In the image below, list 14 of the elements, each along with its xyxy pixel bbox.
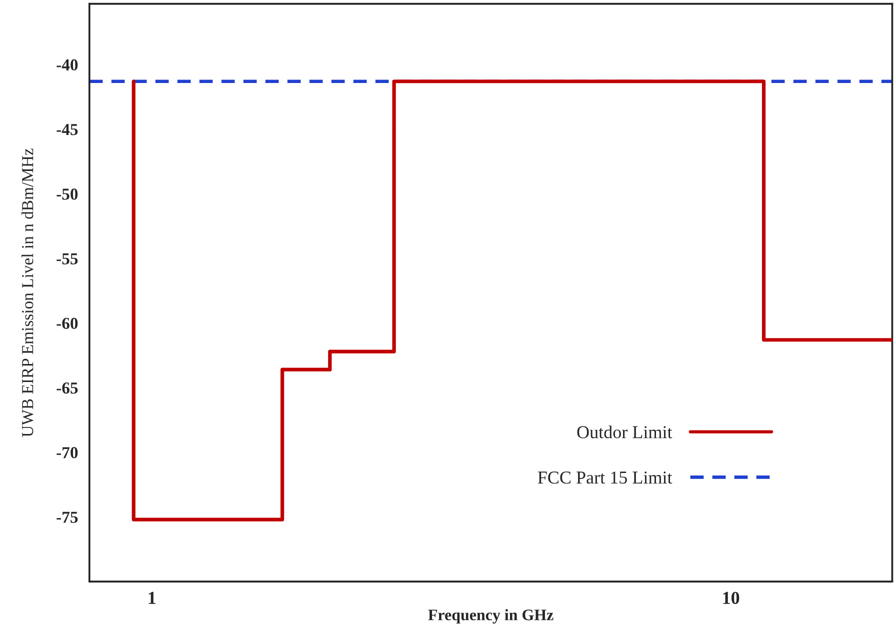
y-tick-label: -65 <box>56 382 78 394</box>
x-tick-label: 10 <box>723 592 740 604</box>
y-tick-label: -55 <box>56 253 78 264</box>
y-tick-label: -60 <box>56 318 78 330</box>
y-axis-title: UWB EIRP Emission Livel in n dBm/MHz <box>22 148 34 437</box>
legend-label: Outdor Limit <box>577 426 672 438</box>
x-tick-label: 1 <box>148 592 156 604</box>
x-axis-title: Frequency in GHz <box>428 609 554 624</box>
y-tick-label: -75 <box>56 512 78 523</box>
y-tick-label: -70 <box>56 447 78 458</box>
legend-label: FCC Part 15 Limit <box>538 472 672 484</box>
y-tick-label: -40 <box>56 59 78 71</box>
y-tick-label: -45 <box>56 124 78 136</box>
y-tick-label: -50 <box>56 188 78 200</box>
